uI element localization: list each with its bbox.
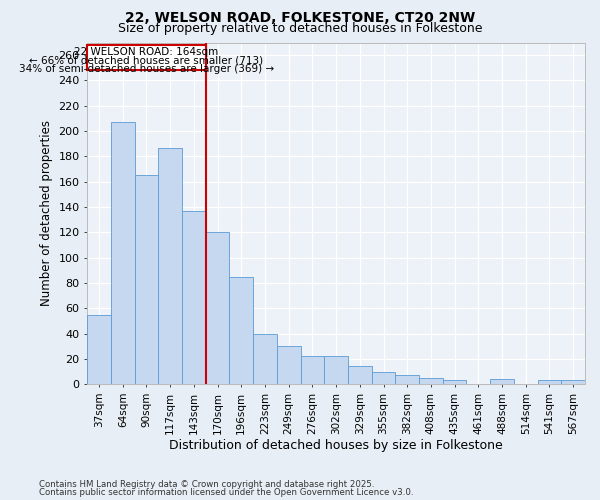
X-axis label: Distribution of detached houses by size in Folkestone: Distribution of detached houses by size …	[169, 440, 503, 452]
Bar	[395, 376, 419, 384]
Y-axis label: Number of detached properties: Number of detached properties	[40, 120, 53, 306]
Bar	[182, 211, 206, 384]
Bar	[87, 314, 111, 384]
Text: Contains HM Land Registry data © Crown copyright and database right 2025.: Contains HM Land Registry data © Crown c…	[39, 480, 374, 489]
Bar	[561, 380, 585, 384]
Bar	[371, 372, 395, 384]
Bar	[490, 379, 514, 384]
Bar	[158, 148, 182, 384]
Text: 34% of semi-detached houses are larger (369) →: 34% of semi-detached houses are larger (…	[19, 64, 274, 74]
Text: ← 66% of detached houses are smaller (713): ← 66% of detached houses are smaller (71…	[29, 56, 263, 66]
Bar	[324, 356, 348, 384]
Bar	[229, 276, 253, 384]
Bar	[277, 346, 301, 384]
Bar	[538, 380, 561, 384]
Bar	[206, 232, 229, 384]
Text: Size of property relative to detached houses in Folkestone: Size of property relative to detached ho…	[118, 22, 482, 35]
Text: Contains public sector information licensed under the Open Government Licence v3: Contains public sector information licen…	[39, 488, 413, 497]
Bar	[301, 356, 324, 384]
Bar	[443, 380, 466, 384]
FancyBboxPatch shape	[87, 45, 206, 70]
Bar	[111, 122, 134, 384]
Bar	[134, 176, 158, 384]
Text: 22, WELSON ROAD, FOLKESTONE, CT20 2NW: 22, WELSON ROAD, FOLKESTONE, CT20 2NW	[125, 11, 475, 25]
Bar	[253, 334, 277, 384]
Bar	[419, 378, 443, 384]
Text: 22 WELSON ROAD: 164sqm: 22 WELSON ROAD: 164sqm	[74, 47, 218, 57]
Bar	[348, 366, 371, 384]
